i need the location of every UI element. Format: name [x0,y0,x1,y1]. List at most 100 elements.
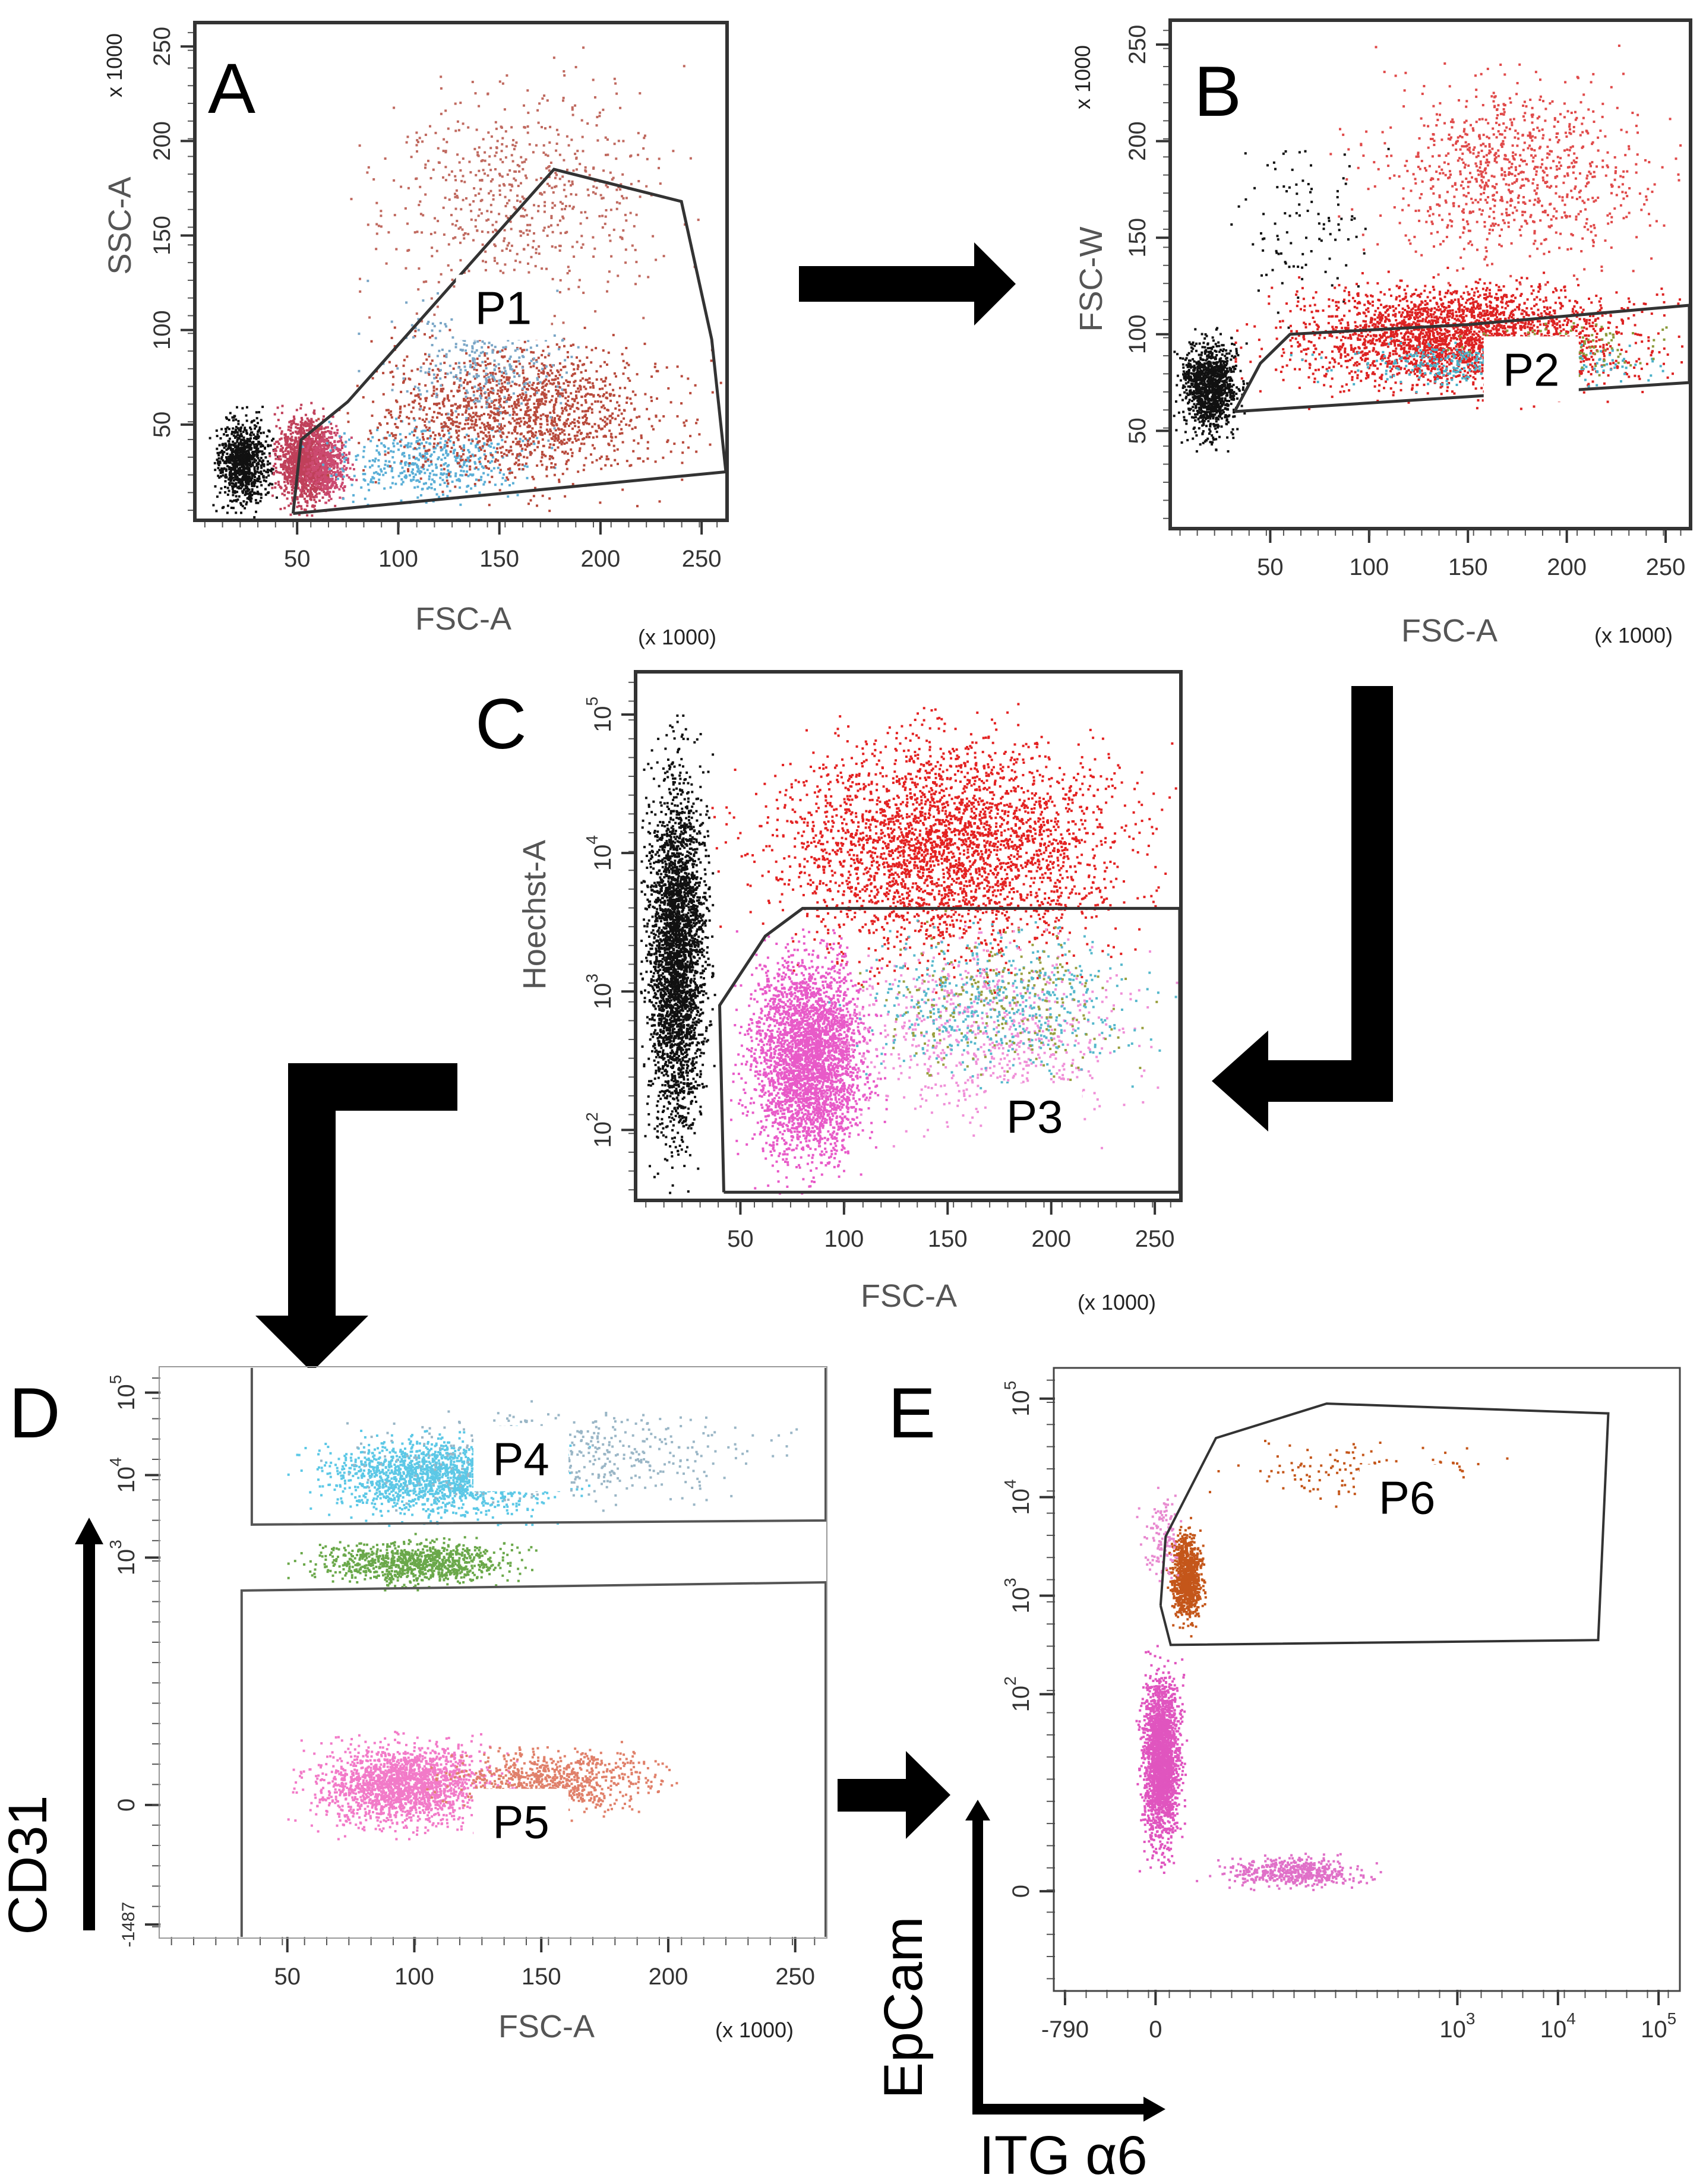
data-point [267,475,270,477]
data-point [256,417,258,419]
data-point [220,472,222,474]
data-point [236,475,238,478]
data-point [300,421,302,423]
data-point [233,500,235,502]
data-point [233,434,235,437]
data-point [232,482,234,485]
data-point [260,457,263,459]
data-point [228,419,230,421]
data-point [226,434,229,437]
data-point [230,444,233,446]
data-point [318,492,321,495]
data-point [258,411,260,413]
data-point [274,443,276,445]
data-point [255,450,257,452]
data-point [289,455,292,457]
data-point [242,424,244,426]
data-point [246,441,248,444]
data-point [222,443,224,445]
data-point [261,406,264,408]
data-point [288,504,290,507]
data-point [246,447,248,449]
data-point [245,415,248,417]
data-point [280,445,283,447]
data-point [328,500,330,502]
data-point [249,494,252,497]
data-point [238,447,241,450]
data-point [240,511,242,514]
data-point [229,446,232,448]
data-point [233,451,235,453]
data-point [249,438,251,441]
data-point [244,477,246,479]
data-point [290,420,292,422]
data-point [283,507,286,510]
data-point [231,473,233,476]
data-point [253,444,255,446]
data-point [223,468,225,470]
data-point [236,486,239,489]
data-point [299,495,301,498]
data-point [241,447,244,450]
data-point [241,450,244,452]
data-point [266,435,268,438]
data-point [245,490,248,492]
data-point [265,494,267,496]
data-point [281,412,283,414]
data-point [287,482,289,485]
data-point [212,504,214,507]
data-point [313,409,315,412]
data-point [277,481,280,483]
data-point [219,492,222,494]
data-point [249,434,251,436]
data-point [248,473,251,475]
data-point [274,486,276,489]
data-point [233,431,235,434]
data-point [294,461,296,463]
data-point [257,493,260,495]
data-point [251,482,253,484]
data-point [260,432,262,434]
data-point [240,426,242,429]
data-point [247,444,249,447]
data-point [287,436,289,438]
data-point [236,491,238,493]
data-point [289,451,292,453]
data-point [322,407,324,410]
data-point [242,431,245,433]
data-point [218,464,220,466]
data-point [309,448,311,451]
data-point [266,476,268,479]
data-point [220,467,223,470]
data-point [230,469,232,472]
data-point [274,413,276,416]
data-point [234,459,236,461]
data-point [293,416,295,418]
data-point [271,483,273,485]
data-point [277,483,280,486]
data-point [214,485,217,488]
data-point [228,460,230,463]
data-point [227,494,229,496]
data-point [274,463,276,465]
data-point [229,483,231,486]
data-point [267,471,269,473]
data-point [295,423,297,425]
data-point [246,486,248,488]
data-point [263,465,265,467]
data-point [285,433,287,435]
data-point [226,465,229,467]
data-point [244,507,246,510]
data-point [256,486,258,488]
data-point [260,497,263,499]
data-point [219,444,221,447]
data-point [221,450,223,452]
data-point [257,433,259,435]
data-point [246,406,248,409]
data-point [290,483,292,485]
data-point [300,505,302,508]
data-point [256,444,258,447]
data-point [235,464,237,467]
data-point [253,485,255,487]
data-point [222,506,225,508]
